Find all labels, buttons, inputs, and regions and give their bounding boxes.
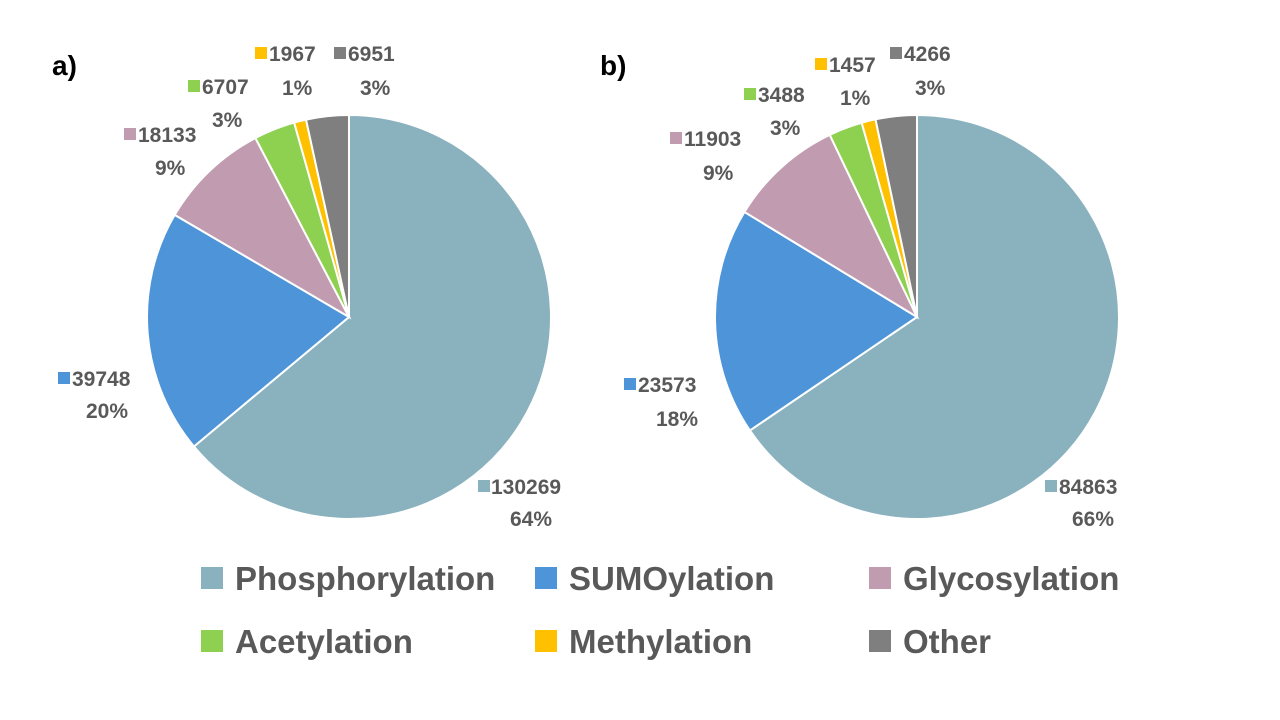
pie-b-percent-label-other: 3%: [915, 77, 946, 100]
legend-label-acetylation: Acetylation: [235, 623, 413, 660]
legend-swatch-sumoylation: [535, 567, 557, 589]
pie-a-value-label-phosphorylation: 130269: [491, 476, 561, 499]
pie-b-value-label-methylation: 1457: [829, 54, 876, 77]
pie-a-value-label-other: 6951: [348, 43, 395, 66]
pie-a-value-label-glycosylation: 18133: [138, 124, 196, 147]
pie-a-label-key-methylation: [255, 47, 267, 59]
pie-b-slice-other: [874, 113, 918, 318]
legend-label-sumoylation: SUMOylation: [569, 560, 774, 597]
pie-b-value-label-acetylation: 3488: [758, 84, 805, 107]
pie-b-percent-label-sumoylation: 18%: [656, 408, 698, 431]
pie-b-percent-label-acetylation: 3%: [770, 117, 801, 140]
pie-a-percent-label-glycosylation: 9%: [155, 157, 186, 180]
pie-a-percent-label-acetylation: 3%: [212, 109, 243, 132]
pie-b-percent-label-phosphorylation: 66%: [1072, 508, 1114, 531]
pie-a-value-label-sumoylation: 39748: [72, 368, 131, 391]
legend-label-phosphorylation: Phosphorylation: [235, 560, 495, 597]
pie-a-label-key-glycosylation: [124, 128, 136, 140]
pie-b-label-key-phosphorylation: [1045, 480, 1057, 492]
pie-a-value-label-acetylation: 6707: [202, 76, 249, 99]
pie-a-label-key-sumoylation: [58, 372, 70, 384]
pie-b-slice-glycosylation: [743, 133, 920, 320]
legend-swatch-phosphorylation: [201, 567, 223, 589]
legend-label-methylation: Methylation: [569, 623, 752, 660]
pie-b-label-key-other: [890, 47, 902, 59]
legend: Phosphorylation SUMOylation Glycosylation A…: [201, 560, 1119, 660]
pie-b-value-label-sumoylation: 23573: [638, 374, 696, 397]
legend-swatch-acetylation: [201, 630, 223, 652]
pie-a-label-key-phosphorylation: [478, 480, 490, 492]
pie-a-slice-sumoylation: [146, 213, 351, 448]
legend-swatch-methylation: [535, 630, 557, 652]
pie-a-label-key-acetylation: [188, 80, 200, 92]
pie-a-slice-other: [304, 113, 350, 318]
pie-b-label-key-sumoylation: [624, 378, 636, 390]
pie-b-label-key-methylation: [815, 58, 827, 70]
pie-a-value-label-methylation: 1967: [269, 43, 316, 66]
pie-a-percent-label-methylation: 1%: [282, 77, 313, 100]
legend-swatch-other: [869, 630, 891, 652]
pie-a-slice-phosphorylation: [192, 113, 553, 520]
legend-label-glycosylation: Glycosylation: [903, 560, 1119, 597]
panel-b-letter: b): [600, 50, 626, 81]
pie-b-value-label-phosphorylation: 84863: [1059, 476, 1117, 499]
pie-b-percent-label-methylation: 1%: [840, 87, 871, 110]
legend-label-other: Other: [903, 623, 991, 660]
pie-a-label-key-other: [334, 47, 346, 59]
pie-b-label-key-acetylation: [744, 88, 756, 100]
pie-b-value-label-glycosylation: 11903: [684, 128, 741, 151]
pie-a-percent-label-sumoylation: 20%: [86, 400, 128, 423]
legend-swatch-glycosylation: [869, 567, 891, 589]
pie-b-label-key-glycosylation: [670, 132, 682, 144]
pie-b-slice-sumoylation: [714, 210, 919, 432]
pie-chart-a: 130269 64% 39748 20% 18133 9% 6707 3% 1967 1% 6951…: [58, 43, 561, 531]
pie-a-percent-label-other: 3%: [360, 77, 391, 100]
pie-b-value-label-other: 4266: [904, 43, 951, 66]
pie-a-slice-glycosylation: [173, 136, 352, 320]
pie-b-slice-phosphorylation: [748, 113, 1120, 520]
pie-chart-b: 84863 66% 23573 18% 11903 9% 3488 3% 1457 1% 4266 3…: [624, 43, 1120, 531]
pie-a-percent-label-phosphorylation: 64%: [510, 508, 552, 531]
panel-a-letter: a): [52, 50, 77, 81]
pie-b-percent-label-glycosylation: 9%: [703, 162, 734, 185]
